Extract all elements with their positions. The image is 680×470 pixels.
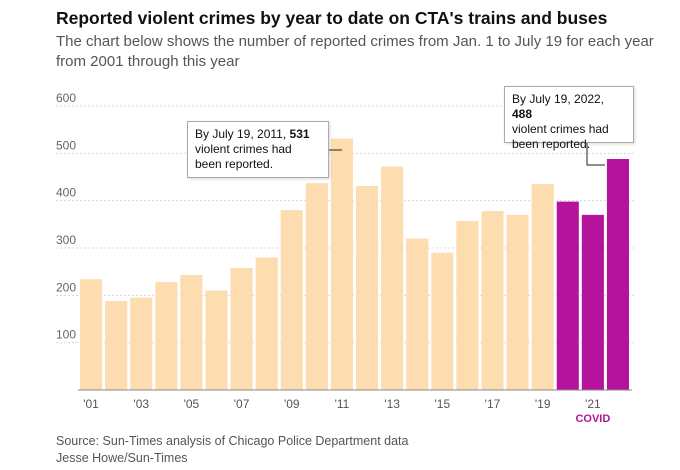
x-tick-label-09: '09	[284, 397, 300, 411]
bar-2003	[130, 297, 153, 390]
credit-note: Jesse Howe/Sun-Times	[56, 451, 188, 465]
x-tick-label-17: '17	[485, 397, 501, 411]
bar-2002	[105, 301, 128, 390]
bar-2004	[155, 282, 178, 390]
x-tick-label-13: '13	[384, 397, 400, 411]
y-tick-label-100: 100	[56, 328, 76, 342]
annotation-2011-post: violent crimes had been reported.	[195, 142, 292, 171]
y-tick-label-200: 200	[56, 280, 76, 294]
y-tick-label-600: 600	[56, 91, 76, 105]
bar-2017	[481, 211, 504, 390]
bar-2014	[406, 238, 429, 390]
bar-2019	[531, 184, 554, 390]
bar-2011	[330, 138, 353, 390]
x-tick-label-15: '15	[434, 397, 450, 411]
bar-2013	[381, 166, 404, 390]
annotation-2022-post: violent crimes had been reported.	[512, 122, 609, 151]
chart-title: Reported violent crimes by year to date …	[56, 8, 608, 28]
chart-subtitle: The chart below shows the number of repo…	[56, 33, 654, 70]
bar-2018	[506, 214, 529, 390]
x-tick-label-19: '19	[535, 397, 551, 411]
annotation-2011-pre: By July 19, 2011,	[195, 127, 287, 141]
bar-2020	[556, 201, 579, 390]
x-tick-label-01: '01	[83, 397, 99, 411]
bar-2001	[80, 279, 103, 390]
annotation-2022-leader	[586, 143, 605, 166]
bar-2015	[431, 252, 454, 390]
y-tick-label-500: 500	[56, 138, 76, 152]
source-note: Source: Sun-Times analysis of Chicago Po…	[56, 434, 409, 448]
bar-2021	[581, 214, 604, 390]
y-tick-label-300: 300	[56, 233, 76, 247]
annotation-2011: By July 19, 2011, 531 violent crimes had…	[187, 121, 329, 178]
x-tick-label-11: '11	[335, 397, 350, 411]
annotation-2022-pre: By July 19, 2022,	[512, 92, 605, 106]
annotation-2011-value: 531	[289, 127, 310, 141]
x-tick-label-21: '21	[585, 397, 601, 411]
bar-2012	[356, 185, 379, 390]
bar-2005	[180, 274, 203, 390]
x-tick-label-05: '05	[184, 397, 200, 411]
bar-2010	[305, 183, 328, 390]
bar-2006	[205, 290, 228, 390]
annotation-2022: By July 19, 2022, 488 violent crimes had…	[504, 86, 634, 151]
chart-footer: Source: Sun-Times analysis of Chicago Po…	[56, 433, 408, 467]
x-tick-label-07: '07	[234, 397, 250, 411]
annotation-2022-value: 488	[512, 107, 533, 121]
bar-2007	[230, 267, 253, 390]
bar-2016	[456, 221, 479, 390]
covid-label: COVID	[575, 413, 610, 425]
y-tick-label-400: 400	[56, 186, 76, 200]
x-tick-label-03: '03	[133, 397, 149, 411]
bar-2009	[280, 210, 303, 390]
bar-2008	[255, 257, 278, 390]
bar-2022	[606, 159, 629, 390]
